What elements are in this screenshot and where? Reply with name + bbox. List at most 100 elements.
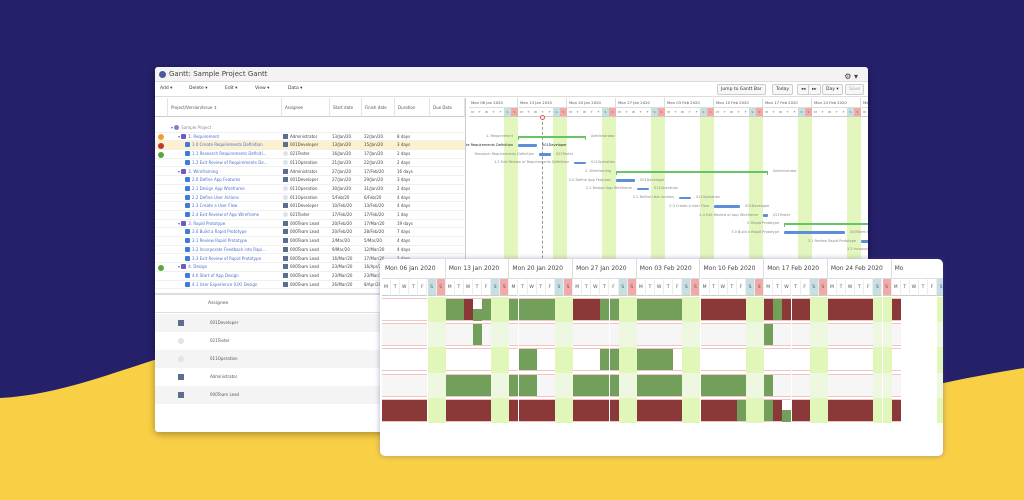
expand-caret-icon[interactable]: ▾: [178, 264, 182, 270]
gantt-task-bar[interactable]: [784, 231, 845, 234]
expand-caret-icon[interactable]: ▾: [178, 220, 182, 226]
table-row[interactable]: 3.1 Review Rapid Prototype 000Team Lead 2/…: [155, 237, 465, 246]
task-name-cell[interactable]: 3.3 Exit Review of Rapid Prototype: [185, 255, 281, 263]
load-cell: [591, 348, 601, 372]
gantt-summary-bar[interactable]: [616, 170, 768, 173]
table-row[interactable]: 2.1 Design App Wireframe 011Operation 30/J…: [155, 185, 465, 194]
task-name[interactable]: 1.2 Exit Review of Requirements De...: [192, 159, 268, 165]
task-name[interactable]: 3.3 Exit Review of Rapid Prototype: [192, 255, 262, 261]
table-row[interactable]: ▾ 3. Rapid Prototype 000Team Lead 20/Feb/2…: [155, 220, 465, 229]
gantt-task-bar[interactable]: [714, 205, 740, 208]
table-row[interactable]: 2.0 Define App Features 001Developer 27/Ja…: [155, 176, 465, 185]
task-name-cell[interactable]: 4.0 Start of App Design: [185, 272, 281, 280]
view-menu[interactable]: View ▾: [255, 86, 270, 91]
table-row[interactable]: ▾ Sample Project: [155, 124, 465, 133]
expand-caret-icon[interactable]: ▾: [171, 125, 175, 130]
gantt-task-bar[interactable]: [539, 153, 551, 156]
task-name[interactable]: 1.0 Create Requirements Definition: [192, 142, 263, 148]
edit-menu[interactable]: Edit ▾: [225, 86, 238, 91]
table-row[interactable]: 1.0 Create Requirements Definition 001Dev…: [155, 141, 465, 151]
today-button[interactable]: Today: [772, 84, 794, 95]
task-name-cell[interactable]: 3.0 Build a Rapid Prototype: [185, 228, 281, 236]
task-name-cell[interactable]: 3.1 Review Rapid Prototype: [185, 237, 281, 245]
gear-icon[interactable]: ⚙ ▾: [844, 72, 858, 81]
expand-caret-icon[interactable]: ▾: [178, 168, 182, 174]
week-header: Mon 06 Jan 2020: [382, 259, 446, 279]
table-row[interactable]: 2.4 Exit Review of App Wireframe 021Teste…: [155, 211, 465, 220]
table-row[interactable]: 4.1 User Experience (UX) Design 000Team L…: [155, 281, 465, 290]
column-header[interactable]: Finish date: [362, 98, 395, 117]
column-header[interactable]: Start date: [330, 98, 362, 117]
task-name-cell[interactable]: 2.2 Define User Actions: [185, 194, 281, 202]
save-button[interactable]: Save: [845, 84, 865, 95]
task-name[interactable]: Sample Project: [181, 125, 212, 130]
task-name-cell[interactable]: ▾ 3. Rapid Prototype: [178, 220, 281, 228]
gantt-task-bar[interactable]: [763, 214, 768, 217]
column-header[interactable]: Due Date: [430, 98, 465, 117]
task-name-cell[interactable]: ▾ 2. Wireframing: [178, 168, 281, 176]
task-name-cell[interactable]: 1.2 Exit Review of Requirements De...: [185, 159, 281, 167]
table-row[interactable]: 1.1 Research Requirements Definiti... 021…: [155, 150, 465, 159]
table-row[interactable]: 3.3 Exit Review of Rapid Prototype 000Tea…: [155, 255, 465, 264]
table-row[interactable]: 2.3 Create a User Flow 001Developer 10/Feb…: [155, 202, 465, 211]
table-row[interactable]: ▾ 1. Requirement Administrator 13/Jan/20 22…: [155, 133, 465, 142]
column-header[interactable]: Assignee: [282, 98, 330, 117]
gantt-summary-bar[interactable]: [518, 135, 586, 138]
gantt-task-bar[interactable]: [518, 144, 537, 147]
weekend-cell: [937, 372, 943, 398]
task-name[interactable]: 4.1 User Experience (UX) Design: [192, 281, 258, 287]
task-name[interactable]: 2.3 Create a User Flow: [192, 203, 238, 209]
resource-row[interactable]: Administrator: [155, 368, 380, 386]
table-row[interactable]: 1.2 Exit Review of Requirements De... 011…: [155, 159, 465, 168]
gantt-task-bar[interactable]: [616, 179, 635, 182]
task-name[interactable]: 4.0 Start of App Design: [192, 272, 239, 278]
task-name[interactable]: 2.4 Exit Review of App Wireframe: [192, 212, 260, 217]
task-name[interactable]: 3.0 Build a Rapid Prototype: [192, 229, 247, 235]
task-name-cell[interactable]: ▾ 4. Design: [178, 263, 281, 271]
task-name-cell[interactable]: 2.3 Create a User Flow: [185, 202, 281, 210]
task-name[interactable]: 3.1 Review Rapid Prototype: [192, 238, 248, 244]
gantt-task-bar[interactable]: [679, 196, 691, 200]
table-row[interactable]: ▾ 4. Design 000Team Lead 23/Mar/20 16/Apr/2…: [155, 263, 465, 272]
column-header[interactable]: Duration: [395, 98, 430, 117]
task-name-cell[interactable]: ▾ Sample Project: [171, 124, 281, 132]
task-name-cell[interactable]: 2.1 Design App Wireframe: [185, 185, 281, 193]
table-row[interactable]: 4.0 Start of App Design 000Team Lead 23/Ma…: [155, 272, 465, 281]
task-name[interactable]: 4. Design: [188, 264, 208, 270]
column-header[interactable]: Project/Version/Issue ↕: [168, 98, 282, 117]
task-name-cell[interactable]: 1.0 Create Requirements Definition: [185, 141, 281, 149]
next-button[interactable]: ▸▸: [808, 84, 821, 95]
resource-row[interactable]: 021Tester: [155, 332, 380, 350]
add-menu[interactable]: Add ▾: [160, 86, 173, 91]
gantt-task-bar[interactable]: [574, 161, 586, 165]
task-name[interactable]: 2.2 Define User Actions: [192, 194, 239, 200]
task-name-cell[interactable]: 1.1 Research Requirements Definiti...: [185, 150, 281, 158]
task-name[interactable]: 1.1 Research Requirements Definiti...: [192, 151, 267, 157]
table-row[interactable]: 3.0 Build a Rapid Prototype 000Team Lead 2…: [155, 228, 465, 238]
table-row[interactable]: ▾ 2. Wireframing Administrator 27/Jan/20 17…: [155, 168, 465, 177]
delete-menu[interactable]: Delete ▾: [189, 86, 208, 91]
task-name[interactable]: 3.2 Incorporate Feedback into Rapi...: [192, 246, 266, 252]
gantt-task-bar[interactable]: [861, 240, 868, 243]
task-name[interactable]: 2.0 Define App Features: [192, 177, 241, 183]
resource-row[interactable]: 001Developer: [155, 314, 380, 332]
task-name-cell[interactable]: 3.2 Incorporate Feedback into Rapi...: [185, 246, 281, 254]
gantt-summary-bar[interactable]: [784, 222, 868, 225]
data-menu[interactable]: Data ▾: [288, 86, 303, 91]
task-name[interactable]: 1. Requirement: [188, 133, 220, 139]
gantt-task-bar[interactable]: [637, 187, 649, 191]
expand-caret-icon[interactable]: ▾: [178, 133, 182, 139]
task-name[interactable]: 2.1 Design App Wireframe: [192, 185, 245, 191]
table-row[interactable]: 2.2 Define User Actions 011Operation 5/Feb…: [155, 194, 465, 203]
task-name[interactable]: 2. Wireframing: [188, 168, 218, 174]
scale-select[interactable]: Day ▾: [822, 84, 843, 95]
task-name-cell[interactable]: 2.0 Define App Features: [185, 176, 281, 184]
task-name[interactable]: 3. Rapid Prototype: [188, 220, 226, 226]
resource-row[interactable]: 011Operation: [155, 350, 380, 368]
task-name-cell[interactable]: 4.1 User Experience (UX) Design: [185, 281, 281, 289]
jump-to-gantt-bar-button[interactable]: Jump to Gantt Bar: [717, 84, 766, 95]
task-name-cell[interactable]: ▾ 1. Requirement: [178, 133, 281, 141]
resource-row[interactable]: 000Team Lead: [155, 386, 380, 404]
table-row[interactable]: 3.2 Incorporate Feedback into Rapi... 000…: [155, 246, 465, 255]
task-name-cell[interactable]: 2.4 Exit Review of App Wireframe: [185, 211, 281, 219]
